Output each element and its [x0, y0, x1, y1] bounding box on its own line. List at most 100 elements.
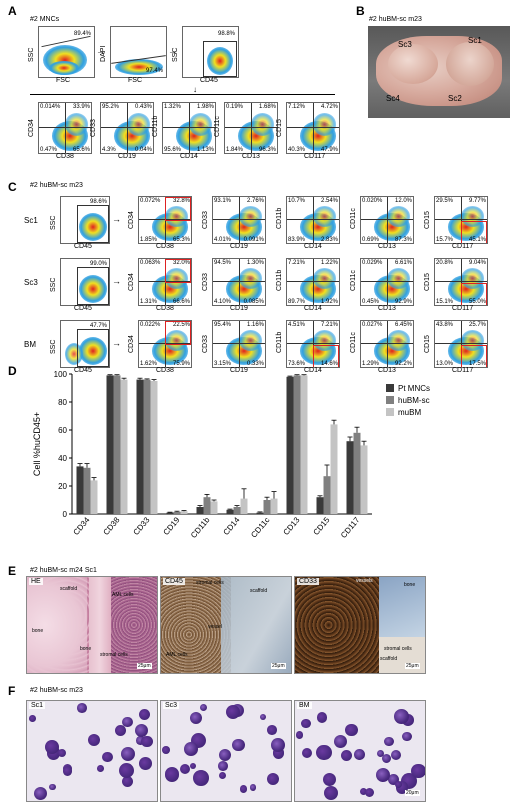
flow-population	[115, 59, 163, 75]
quadrant-tr-pct: 1.98%	[196, 104, 214, 110]
quadrant-tl-pct: 10.7%	[288, 198, 306, 204]
quadrant-br-pct: 47.9%	[320, 147, 338, 153]
quadrant-tl-pct: 0.072%	[140, 198, 161, 204]
arrow-down-icon: ↓	[193, 85, 197, 94]
row-label: Sc1	[24, 216, 38, 225]
flow-population	[49, 61, 79, 75]
bar	[143, 379, 151, 514]
bar-chart: 0 20 40 60 80 100 Cell %huCD45+ CD34 CD38 CD33 CD1…	[32, 370, 430, 540]
quadrant-tr-pct: 22.5%	[172, 322, 190, 328]
y-axis-label: CD15	[424, 335, 431, 353]
panel-c-title: #2 huBM-sc m23	[30, 182, 83, 189]
quadrant-tr-pct: 1.30%	[246, 260, 264, 266]
quadrant-br-pct: 0.04%	[134, 147, 152, 153]
bar	[353, 432, 361, 514]
y-axis-title: Cell %huCD45+	[32, 412, 42, 476]
x-tick-label: CD117	[339, 515, 362, 540]
gate-percent: 99.0%	[89, 261, 107, 267]
quadrant-plot: 0.029% 6.61% 0.45% 92.9%	[360, 258, 414, 306]
quadrant-br-pct: 1.13%	[196, 147, 214, 153]
y-axis-label: CD11b	[152, 115, 159, 137]
arrow-right-icon: →	[168, 46, 177, 56]
cell-nucleus	[190, 763, 197, 770]
gate-plot: 97.4%	[110, 26, 167, 78]
quadrant-plot: 43.8% 25.7% 13.0% 17.5%	[434, 320, 488, 368]
quadrant-plot: 95.4% 1.16% 3.15% 0.33%	[212, 320, 266, 368]
flow-population	[165, 206, 189, 227]
bar	[263, 500, 271, 514]
quadrant-tr-pct: 25.7%	[468, 322, 486, 328]
cell-nucleus	[180, 764, 191, 775]
quadrant-plot: 0.022% 22.5% 1.62% 75.9%	[138, 320, 192, 368]
quadrant-plot: 0.19% 1.68% 1.84% 96.3%	[224, 102, 278, 154]
x-axis-label: CD117	[452, 243, 474, 250]
quadrant-v-line	[189, 103, 190, 153]
y-axis-label: CD15	[276, 119, 283, 137]
quadrant-tl-pct: 0.19%	[226, 104, 244, 110]
cell-nucleus	[29, 715, 36, 722]
panel-letter-a: A	[8, 4, 17, 18]
cd33-ann-stromal: stromal cells	[384, 646, 412, 652]
y-axis-label: SSC	[50, 215, 57, 230]
x-axis-label: CD117	[452, 367, 474, 374]
x-axis-label: CD14	[304, 367, 322, 374]
quadrant-plot: 0.063% 32.0% 1.31% 66.6%	[138, 258, 192, 306]
cell-nucleus	[120, 746, 136, 762]
cell-nucleus	[334, 734, 348, 748]
cell-nucleus	[301, 718, 311, 729]
cell-nucleus	[272, 747, 285, 759]
cell-nucleus	[402, 731, 413, 742]
cd33-ann-bone: bone	[404, 582, 416, 588]
cell-nucleus	[388, 774, 400, 785]
x-axis-label: CD14	[304, 305, 322, 312]
quadrant-bl-pct: 3.15%	[214, 361, 232, 367]
quadrant-v-line	[251, 103, 252, 153]
quadrant-tr-pct: 7.21%	[320, 322, 338, 328]
x-tick-label: CD14	[221, 515, 241, 537]
quadrant-v-line	[461, 197, 462, 243]
quadrant-bl-pct: 95.6%	[164, 147, 182, 153]
y-axis-label: SSC	[50, 339, 57, 354]
quadrant-bl-pct: 4.10%	[214, 299, 232, 305]
quadrant-plot: 0.027% 6.45% 1.29% 92.2%	[360, 320, 414, 368]
cell-nucleus	[49, 783, 57, 791]
cell-nucleus	[266, 772, 280, 786]
he-scalebar: 25μm	[137, 663, 152, 669]
panel-letter-d: D	[8, 364, 17, 378]
he-ann-bone1: bone	[32, 628, 44, 634]
flow-population	[79, 337, 107, 365]
gate-plot: 47.7%	[60, 320, 110, 368]
cell-nucleus	[218, 761, 228, 772]
x-axis-label: CD117	[304, 153, 326, 160]
flow-population	[387, 330, 411, 351]
cell-nucleus	[138, 708, 150, 720]
quadrant-tr-pct: 32.8%	[172, 198, 190, 204]
quadrant-plot: 7.12% 4.72% 40.3% 47.9%	[286, 102, 340, 154]
bar	[203, 497, 211, 514]
flow-population	[387, 268, 411, 289]
cell-nucleus	[135, 723, 149, 737]
x-axis-label: CD13	[378, 243, 396, 250]
cell-nucleus	[323, 786, 338, 801]
bar	[150, 381, 158, 514]
x-axis-label: FSC	[56, 77, 70, 84]
bar	[240, 498, 248, 514]
quadrant-br-pct: 45.1%	[468, 237, 486, 243]
quadrant-bl-pct: 1.85%	[140, 237, 158, 243]
cytospin-label: Sc3	[163, 702, 180, 709]
quadrant-v-line	[387, 259, 388, 305]
x-axis-label: CD19	[230, 367, 248, 374]
gate-box	[77, 329, 109, 367]
y-axis-label: CD11b	[276, 207, 283, 229]
x-tick-label: CD11c	[249, 516, 271, 540]
bar	[323, 476, 331, 514]
cell-nucleus	[200, 703, 208, 711]
row-label: Sc3	[24, 278, 38, 287]
x-axis-label: CD45	[200, 77, 218, 84]
bar	[286, 376, 294, 514]
quadrant-bl-pct: 1.29%	[362, 361, 380, 367]
y-axis-label: CD33	[202, 273, 209, 291]
gate-percent: 89.4%	[73, 31, 91, 37]
cell-nucleus	[58, 748, 67, 757]
quadrant-br-pct: 0.091%	[243, 237, 264, 243]
